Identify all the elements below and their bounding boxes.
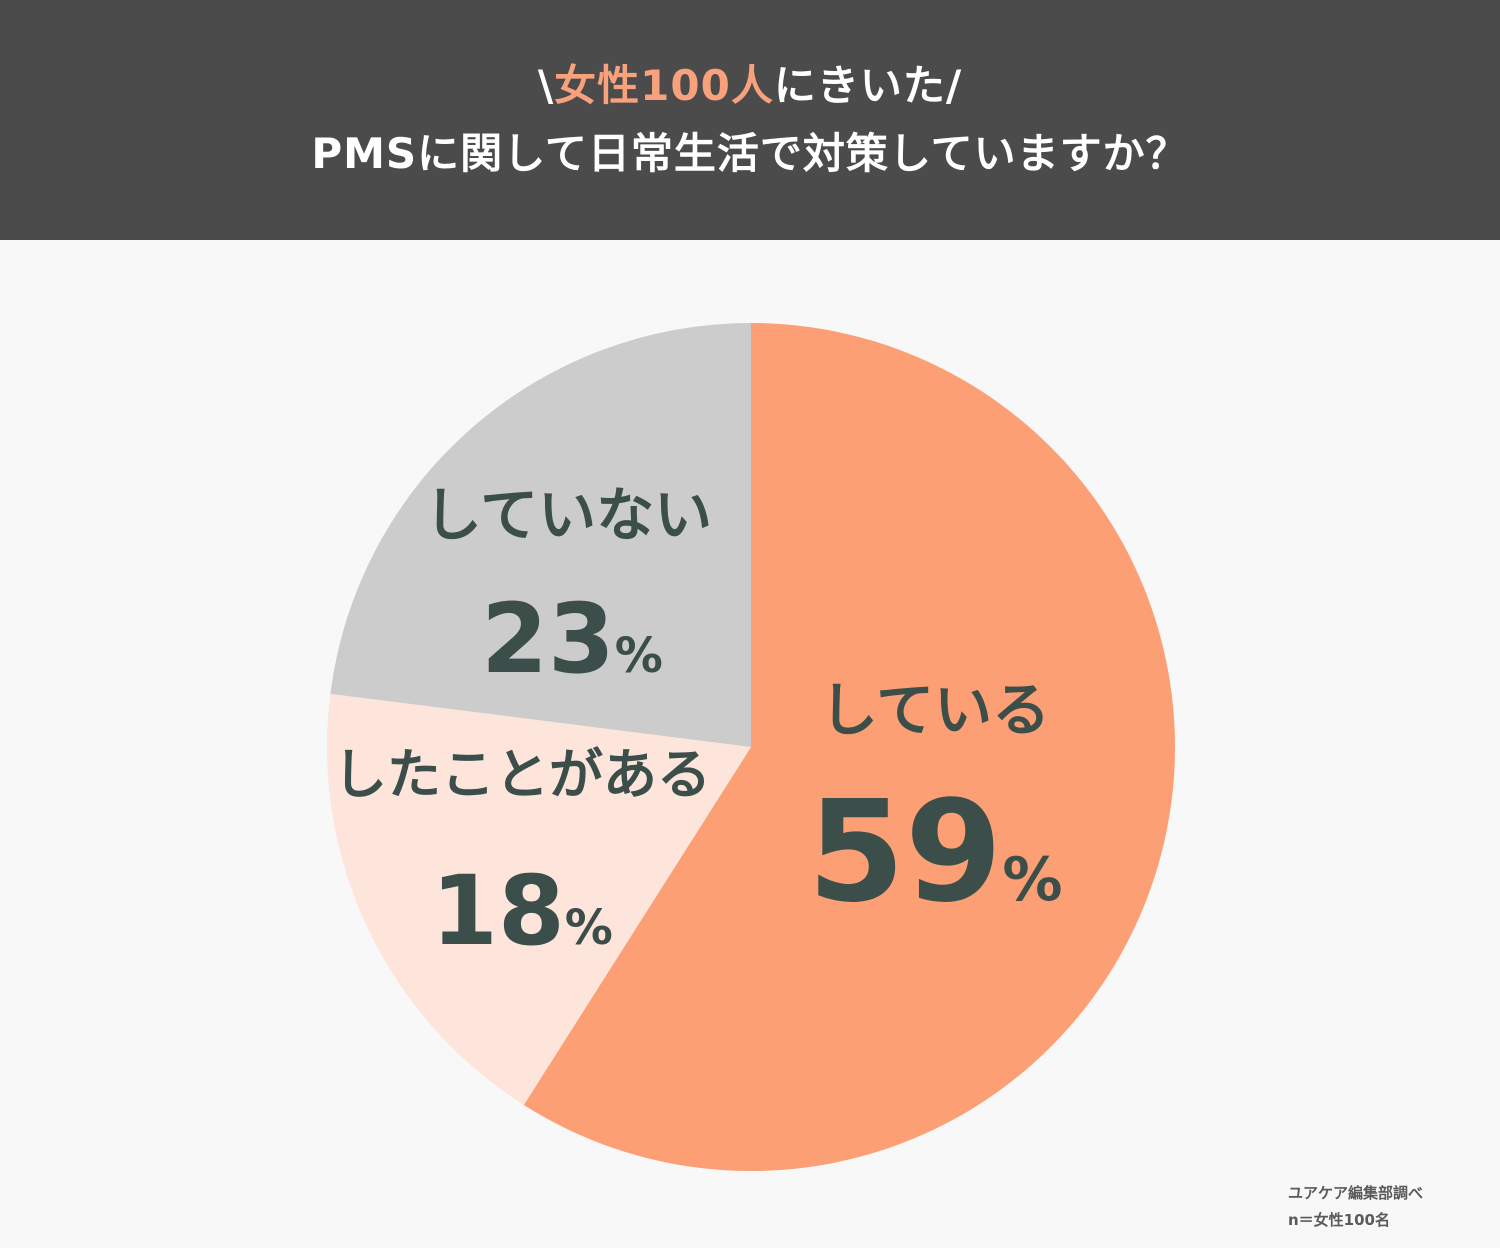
title-highlight: 女性100人 xyxy=(554,61,774,110)
title-line-1: \女性100人にきいた/ xyxy=(538,56,962,116)
slice-label-3: していない xyxy=(424,481,712,549)
slice-label-2: したことがある xyxy=(333,743,711,806)
slice-value-3: 23% xyxy=(481,583,663,695)
slice-label-1: している xyxy=(820,676,1050,744)
chart-question: PMSに関して日常生活で対策していますか？ xyxy=(311,129,1189,178)
header-banner: \女性100人にきいた/ PMSに関して日常生活で対策していますか？ xyxy=(0,0,1500,240)
source-note: ユアケア編集部調べ n＝女性100名 xyxy=(1288,1180,1423,1234)
slice-value-1: 59% xyxy=(808,771,1063,934)
pie-slice-3 xyxy=(330,323,751,747)
title-suffix: にきいた/ xyxy=(773,61,963,110)
pie-slice-2 xyxy=(326,693,751,1105)
sample-size: n＝女性100名 xyxy=(1288,1211,1390,1229)
slice-value-2: 18% xyxy=(431,855,613,967)
title-prefix: \ xyxy=(537,61,555,110)
pie-slice-1 xyxy=(523,323,1176,1171)
source-line-1: ユアケア編集部調べ xyxy=(1288,1184,1424,1202)
